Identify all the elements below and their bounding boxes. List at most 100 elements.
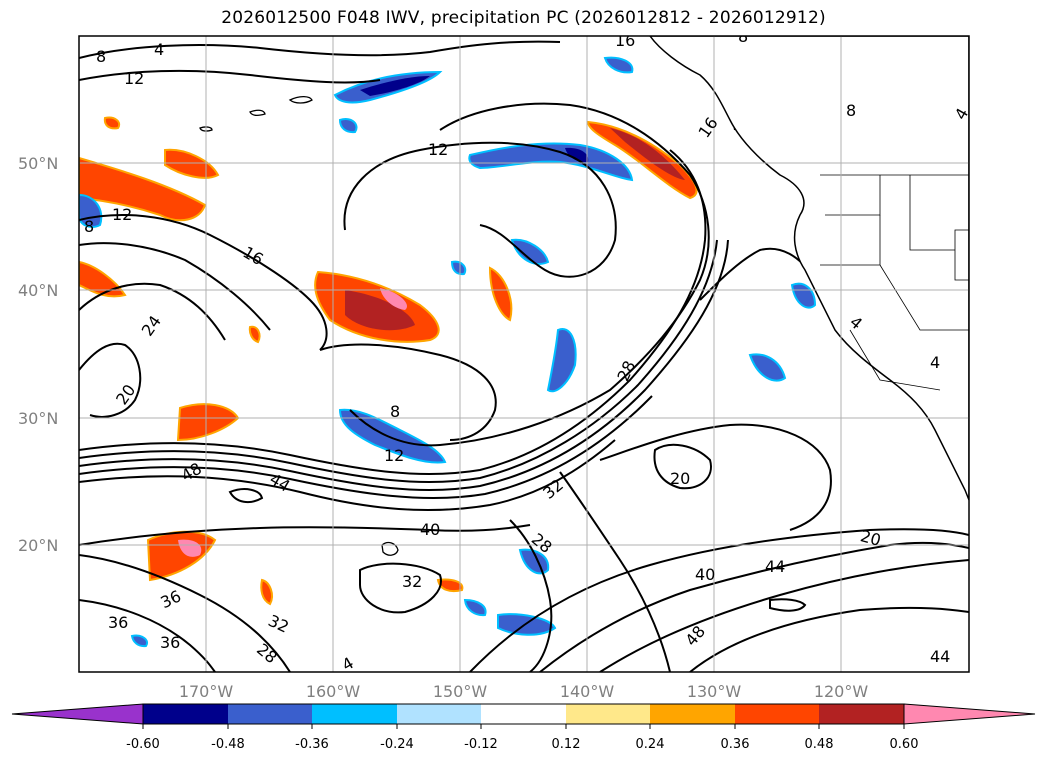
colorbar-tick-label: 0.60 [890, 737, 919, 752]
precip-patch [463, 598, 487, 617]
lat-label: 50°N [18, 154, 58, 173]
precip-patch [260, 578, 273, 606]
border-line [909, 175, 955, 251]
contour-label: 16 [615, 31, 635, 50]
contour-line [79, 149, 707, 476]
contour-line [469, 528, 969, 672]
colorbar-max-extension [903, 703, 1036, 725]
lat-label: 40°N [18, 281, 58, 300]
contour-label: 12 [124, 69, 144, 88]
precip-patch [338, 118, 358, 134]
lat-label: 30°N [18, 409, 58, 428]
colorbar-tick-label: -0.48 [211, 737, 245, 752]
colorbar-segment [143, 704, 228, 724]
precip-patch [79, 156, 207, 222]
precip-patch [103, 116, 121, 130]
contour-line [79, 439, 616, 512]
contour-line [228, 488, 264, 504]
colorbar-tick-label: -0.24 [380, 737, 414, 752]
precip-patch [586, 120, 698, 200]
contour-label: 4 [154, 40, 164, 59]
precip-patch [248, 325, 261, 344]
coastline [649, 36, 969, 501]
contour-label: 8 [96, 47, 106, 66]
contour-label: 12 [428, 140, 448, 159]
contour-line [359, 562, 442, 614]
colorbar-tick-label: 0.24 [636, 737, 665, 752]
lon-label: 160°W [306, 682, 361, 701]
contour-line [79, 214, 328, 351]
precip-patch [360, 76, 430, 96]
iwv-contours [79, 40, 969, 672]
contour-line [79, 239, 729, 492]
contour-label: 12 [112, 205, 132, 224]
precip-patch [130, 634, 148, 648]
contour-label: 40 [695, 565, 715, 584]
contour-label: 36 [160, 633, 180, 652]
contour-label: 36 [108, 613, 128, 632]
contour-label: 8 [84, 217, 94, 236]
colorbar-tick-label: -0.60 [126, 737, 160, 752]
contour-label: 32 [402, 572, 422, 591]
contour-line [79, 242, 271, 331]
contour-label: 8 [390, 402, 400, 421]
contour-line [343, 141, 617, 278]
contour-label: 44 [765, 557, 785, 576]
precip-patch [380, 288, 408, 310]
precip-patch [79, 260, 127, 298]
colorbar: -0.60 -0.48 -0.36 -0.24 -0.12 0.12 0.24 … [11, 703, 1036, 752]
lon-label: 130°W [687, 682, 742, 701]
colorbar-tick-labels: -0.60 -0.48 -0.36 -0.24 -0.12 0.12 0.24 … [126, 737, 918, 752]
colorbar-segment [312, 704, 397, 724]
contour-line [79, 599, 216, 672]
precip-patch [468, 142, 634, 182]
precip-patch [488, 266, 513, 322]
map-frame [78, 35, 970, 673]
colorbar-tick-label: 0.48 [805, 737, 834, 752]
contour-line [509, 519, 553, 672]
precip-patch [510, 238, 550, 265]
colorbar-tick-label: -0.12 [464, 737, 498, 752]
contour-line [769, 598, 807, 612]
contour-line [79, 282, 226, 341]
precip-patch [748, 353, 787, 382]
contour-label: 12 [384, 446, 404, 465]
contour-line [79, 524, 531, 546]
precip-patch [436, 578, 464, 593]
contour-label: 8 [738, 27, 748, 46]
lon-label: 170°W [179, 682, 234, 701]
graticule [79, 36, 969, 672]
colorbar-segment [819, 704, 904, 724]
lon-label: 140°W [560, 682, 615, 701]
precip-patch [610, 128, 685, 180]
colorbar-tick-label: 0.12 [552, 737, 581, 752]
border-line [879, 264, 969, 331]
contour-line [79, 239, 718, 484]
precip-patch [603, 56, 634, 74]
lon-label: 120°W [814, 682, 869, 701]
colorbar-segment [397, 704, 481, 724]
colorbar-tick-label: 0.36 [721, 737, 750, 752]
contour-line [689, 606, 969, 672]
contour-label: 20 [858, 526, 883, 550]
precip-patch [164, 148, 220, 179]
contour-line [653, 443, 712, 490]
colorbar-segment [650, 704, 735, 724]
contour-label: 20 [670, 469, 690, 488]
border-line [849, 329, 941, 391]
colorbar-segment [481, 704, 566, 724]
contour-label: 4 [930, 353, 940, 372]
lon-label: 150°W [433, 682, 488, 701]
aleutian-island [249, 109, 266, 116]
contour-line [79, 554, 291, 672]
contour-line [79, 40, 561, 59]
border-line [954, 229, 969, 281]
latitude-labels: 50°N 40°N 30°N 20°N [18, 154, 58, 555]
aleutian-island [288, 95, 313, 104]
north-america-coast [649, 36, 969, 501]
state-borders [820, 174, 969, 391]
contour-line [539, 541, 969, 672]
contour-line [599, 423, 832, 531]
contour-label: 8 [846, 101, 856, 120]
